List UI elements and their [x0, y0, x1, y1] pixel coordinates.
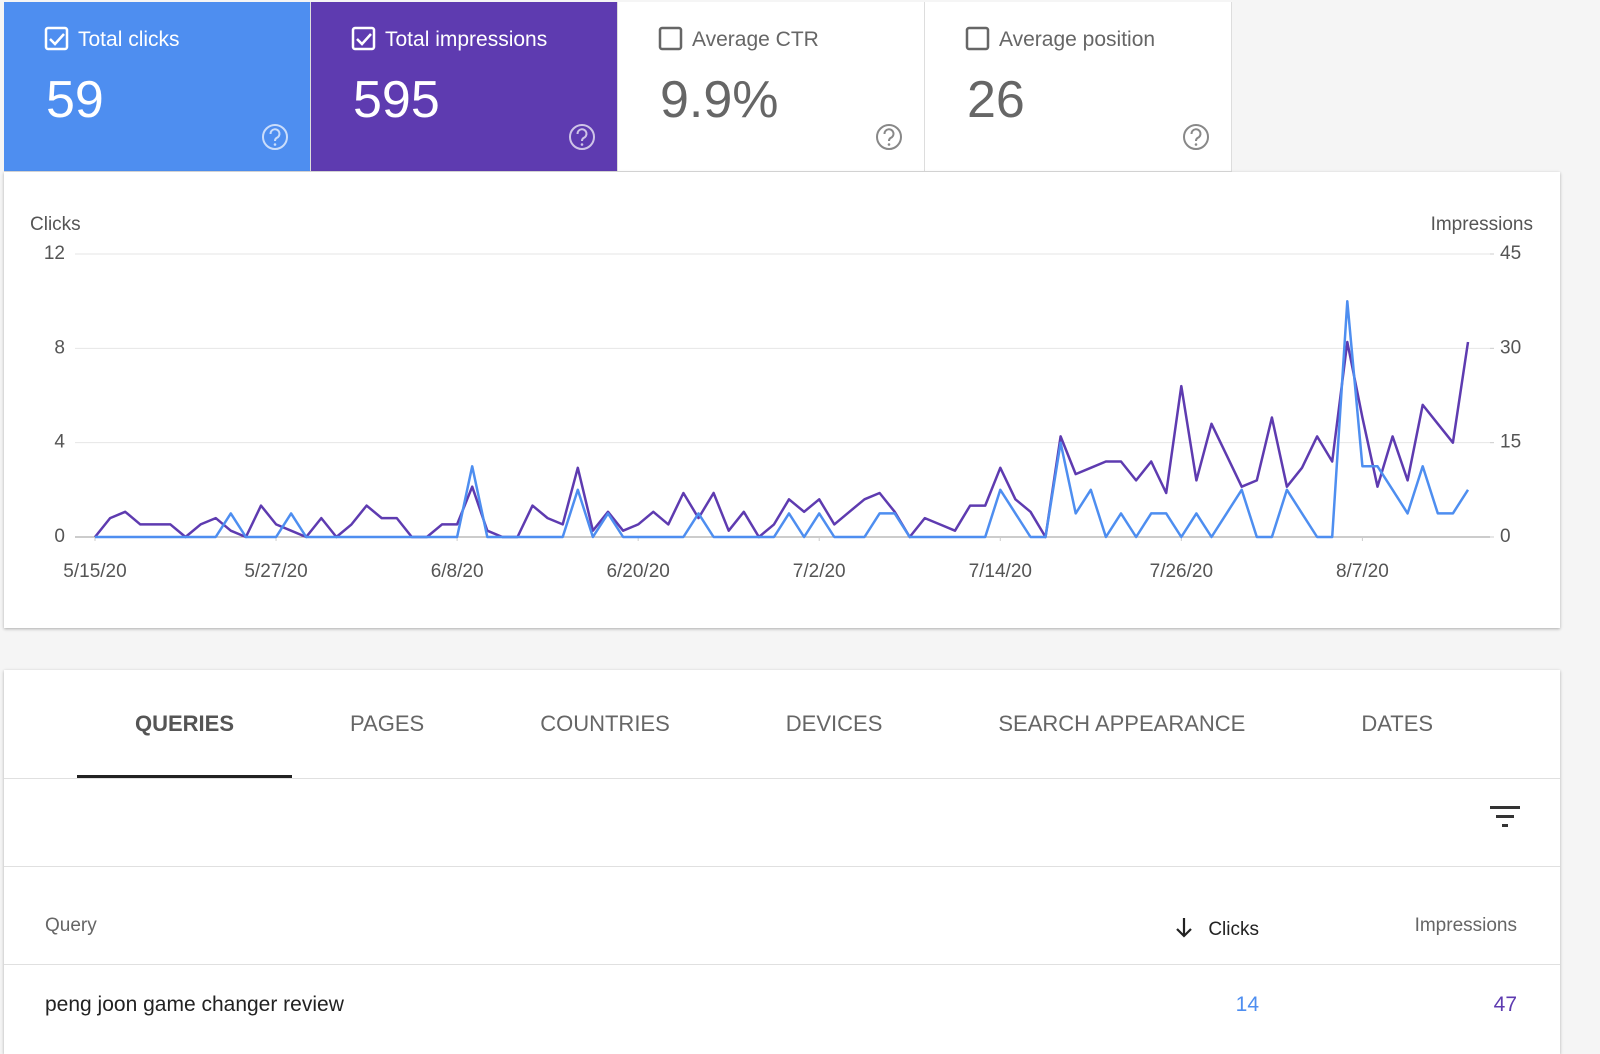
checkbox[interactable] [658, 26, 684, 52]
metric-card[interactable]: Average CTR 9.9% [618, 2, 925, 172]
column-header-text: Clicks [1208, 919, 1259, 940]
help-circle [876, 124, 902, 150]
y-tick-label: 4 [54, 432, 65, 453]
divider [4, 866, 1560, 867]
help-icon[interactable] [874, 122, 904, 152]
y2-axis-title: Impressions [1431, 214, 1533, 235]
tab[interactable]: PAGES [350, 711, 425, 736]
y-tick-label: 8 [54, 337, 65, 358]
metric-card[interactable]: Total clicks 59 [4, 2, 311, 172]
x-tick-label: 7/26/20 [1150, 561, 1213, 582]
help-dot [887, 143, 891, 146]
checkbox[interactable] [44, 26, 70, 52]
metric-card[interactable]: Total impressions 595 [311, 2, 618, 172]
y-tick-label: 12 [44, 243, 65, 264]
series-line [94, 340, 1470, 539]
tab[interactable]: DATES [1361, 711, 1434, 736]
help-mark [1190, 128, 1202, 142]
series-line [95, 299, 1470, 539]
help-circle [262, 124, 288, 150]
card-value: 9.9% [660, 71, 779, 129]
y2-tick-label: 15 [1500, 432, 1521, 453]
metric-card[interactable]: Average position 26 [925, 2, 1232, 172]
x-tick-label: 8/7/20 [1336, 561, 1389, 582]
sort-arrow [1176, 918, 1193, 938]
tab[interactable]: QUERIES [77, 670, 293, 778]
table-cell: 47 [1493, 993, 1517, 1016]
y2-tick-label: 0 [1500, 526, 1511, 547]
divider [4, 964, 1560, 965]
column-header[interactable]: Impressions [1415, 916, 1517, 935]
column-header[interactable]: Clicks [1174, 916, 1259, 939]
card-value: 595 [353, 71, 440, 129]
help-mark [883, 128, 895, 142]
card-label: Total impressions [385, 28, 548, 51]
checkmark [356, 33, 372, 46]
help-mark [269, 128, 281, 142]
checkbox[interactable] [965, 26, 991, 52]
checkbox[interactable] [351, 26, 377, 52]
checkbox-box [658, 26, 683, 51]
tab[interactable]: SEARCH APPEARANCE [998, 711, 1246, 736]
card-value: 59 [46, 71, 104, 129]
checkbox-box [965, 26, 990, 51]
table-cell: 14 [1235, 993, 1259, 1016]
table-panel: QUERIES PAGES COUNTRIES DEVICES SEARCH APPEA… [4, 670, 1560, 1054]
help-circle [1183, 124, 1209, 150]
x-tick-label: 6/8/20 [431, 561, 484, 582]
checkbox-box [351, 26, 376, 51]
tab[interactable]: COUNTRIES [540, 711, 670, 736]
column-header-text: Query [45, 915, 97, 936]
x-tick-label: 7/14/20 [969, 561, 1032, 582]
chart: Clicks Impressions 0 4 8 12 0 15 30 45 5/15/20 5/… [30, 214, 1533, 582]
tab-bar: QUERIES PAGES COUNTRIES DEVICES SEARCH APPEA… [77, 670, 1491, 778]
x-tick-label: 6/20/20 [606, 561, 669, 582]
help-dot [1194, 143, 1198, 146]
column-header[interactable]: Query [45, 916, 97, 935]
table-cell[interactable]: peng joon game changer review [45, 993, 344, 1016]
column-header-text: Impressions [1414, 915, 1517, 936]
x-tick-label: 7/2/20 [793, 561, 846, 582]
x-tick-label: 5/27/20 [244, 561, 307, 582]
help-icon[interactable] [1181, 122, 1211, 152]
y2-tick-label: 30 [1500, 337, 1521, 358]
checkbox-box [44, 26, 69, 51]
help-circle [569, 124, 595, 150]
filter-icon[interactable] [1488, 804, 1522, 830]
y-axis-title: Clicks [30, 214, 81, 235]
y2-tick-label: 45 [1500, 243, 1521, 264]
divider [4, 778, 1560, 779]
card-label: Average CTR [692, 28, 819, 51]
sort-arrow-shape [1176, 918, 1193, 938]
help-mark [576, 128, 588, 142]
chart-panel [4, 172, 1560, 628]
y-tick-label: 0 [54, 526, 65, 547]
checkmark [49, 33, 65, 46]
help-icon[interactable] [260, 122, 290, 152]
card-label: Total clicks [78, 28, 180, 51]
card-value: 26 [967, 71, 1025, 129]
help-dot [580, 143, 584, 146]
tab[interactable]: DEVICES [785, 711, 883, 736]
help-icon[interactable] [567, 122, 597, 152]
x-tick-label: 5/15/20 [63, 561, 126, 582]
card-label: Average position [999, 28, 1156, 51]
help-dot [273, 143, 277, 146]
